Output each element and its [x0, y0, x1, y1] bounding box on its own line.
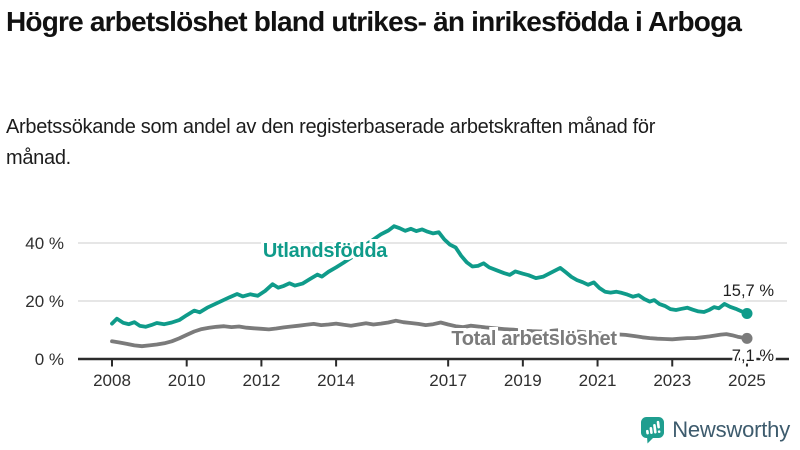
series-end-dot-1 — [741, 332, 753, 344]
y-tick-label: 40 % — [25, 234, 64, 253]
series-end-dot-0 — [741, 308, 753, 319]
chart-subtitle: Arbetssökande som andel av den registerb… — [6, 116, 656, 169]
x-tick-label: 2019 — [504, 371, 542, 390]
x-tick-label: 2014 — [317, 371, 355, 390]
newsworthy-bar-chart-bubble-icon — [641, 417, 665, 444]
x-tick-label: 2023 — [653, 371, 691, 390]
y-tick-label: 20 % — [25, 292, 64, 311]
brand-name: Newsworthy — [672, 417, 790, 442]
x-tick-label: 2008 — [93, 371, 131, 390]
series-label-1: Total arbetslöshet — [451, 328, 617, 350]
x-tick-label: 2017 — [429, 371, 467, 390]
series-line-1 — [110, 318, 749, 349]
chart-canvas: 0 % 20 % 40 % 2008 2010 2012 2014 2017 2019 2021 2… — [25, 224, 789, 390]
x-tick-label: 2010 — [168, 371, 206, 390]
line-chart: 0 % 20 % 40 % 2008 2010 2012 2014 2017 2019 2021 2… — [0, 205, 800, 400]
series-label-0: Utlandsfödda — [263, 240, 388, 262]
end-value-label-1: 7,1 % — [732, 347, 775, 365]
series-line-0 — [110, 224, 749, 329]
chart-title: Högre arbetslöshet bland utrikes- än inr… — [6, 6, 742, 37]
x-tick-label: 2021 — [579, 371, 617, 390]
x-tick-label: 2025 — [728, 371, 766, 390]
end-value-label-0: 15,7 % — [723, 282, 775, 300]
newsworthy-logo[interactable]: Newsworthy — [640, 415, 790, 445]
y-tick-label: 0 % — [35, 350, 64, 369]
x-tick-label: 2012 — [242, 371, 280, 390]
